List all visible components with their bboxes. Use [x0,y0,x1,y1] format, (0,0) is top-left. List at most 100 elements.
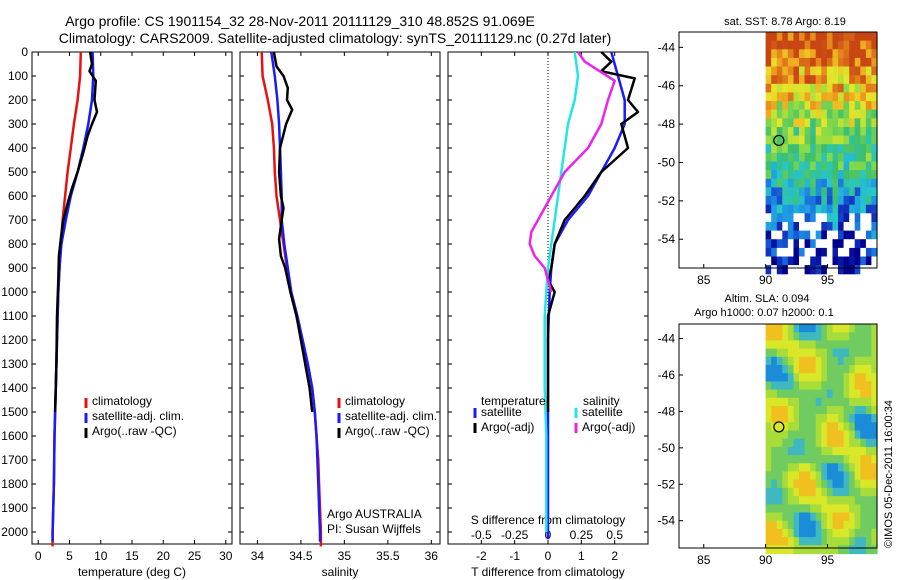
map-cell [765,414,772,423]
map-cell [871,340,878,350]
map-cell [799,101,806,111]
map-cell [787,239,795,249]
map-cell [838,430,845,440]
y-tick-label: -44 [658,332,676,346]
map-cell [787,471,795,481]
map-cell [810,479,817,489]
map-cell [832,340,839,350]
map-cell [865,222,873,232]
map-cell [838,204,845,214]
map-cell [838,545,845,555]
y-tick-label: 300 [8,117,28,131]
secondary-tick-label: -0.25 [501,528,529,542]
map-cell [843,239,850,249]
map-cell [860,389,867,399]
map-cell [832,365,839,374]
map-cell [771,204,778,214]
map-cell [854,487,861,497]
map-cell [860,348,867,358]
map-cell [776,75,783,85]
map-cell [849,446,856,456]
map-cell [838,57,845,68]
map-cell [810,487,817,497]
legend-label-argo: Argo(..raw -QC) [92,424,177,438]
map-cell [871,127,878,137]
map-cell [765,239,772,249]
map-cell [787,455,795,464]
salinity-legend: climatology satellite-adj. clim. Argo(..… [327,394,437,536]
map-cell [804,356,811,366]
map-cell [793,196,800,206]
map-cell [821,496,828,505]
map-cell [765,463,772,473]
map-cell [776,340,783,350]
map-cell [804,32,811,42]
map-cell [793,422,800,432]
x-tick-label: 95 [821,553,835,567]
map-cell [810,144,817,154]
map-cell [832,348,839,358]
map-cell [849,222,856,232]
map-cell [849,479,856,489]
map-cell [865,57,873,68]
map-cell [826,118,834,128]
map-cell [810,397,817,407]
map-cell [782,239,789,249]
map-cell [771,92,778,102]
map-cell [854,196,861,206]
map-cell [865,348,873,358]
map-cell [793,332,800,341]
map-cell [838,49,845,59]
map-cell [865,504,873,514]
map-cell [804,256,811,266]
map-cell [838,222,845,232]
map-cell [854,340,861,350]
map-cell [826,430,834,440]
map-cell [782,144,789,154]
map-cell [765,504,772,514]
map-cell [799,66,806,76]
map-cell [782,83,789,93]
map-cell [815,187,822,197]
map-cell [843,520,850,530]
map-cell [799,127,806,137]
map-cell [871,40,878,50]
map-cell [765,479,772,489]
map-cell [776,66,783,76]
map-cell [810,545,817,555]
map-cell [843,487,850,497]
sla-annotation: Altim. SLA: 0.094 [725,293,810,305]
map-cell [826,528,834,538]
map-cell [865,479,873,489]
map-cell [793,161,800,171]
map-cell [849,356,856,366]
map-cell [849,422,856,432]
map-cell [854,471,861,481]
map-cell [854,222,861,232]
y-tick-label: 1000 [1,285,28,299]
map-cell [787,144,795,154]
map-cell [849,196,856,206]
map-cell [782,373,789,382]
map-cell [865,373,873,382]
sst-map-panel: 85 90 95 -44 -46 -48 -50 -52 -54 [658,31,878,287]
map-cell [826,455,834,464]
map-cell [860,365,867,374]
map-cell [871,170,878,180]
map-cell [838,504,845,514]
map-cell [821,144,828,154]
map-cell [865,487,873,497]
map-cell [838,406,845,415]
map-cell [799,161,806,171]
y-tick-label: -54 [658,232,676,246]
map-cell [860,496,867,505]
map-cell [787,373,795,382]
map-cell [821,49,828,59]
map-cell [799,430,806,440]
map-cell [787,422,795,432]
map-cell [810,230,817,240]
map-cell [849,127,856,137]
map-cell [860,101,867,111]
map-cell [815,170,822,180]
